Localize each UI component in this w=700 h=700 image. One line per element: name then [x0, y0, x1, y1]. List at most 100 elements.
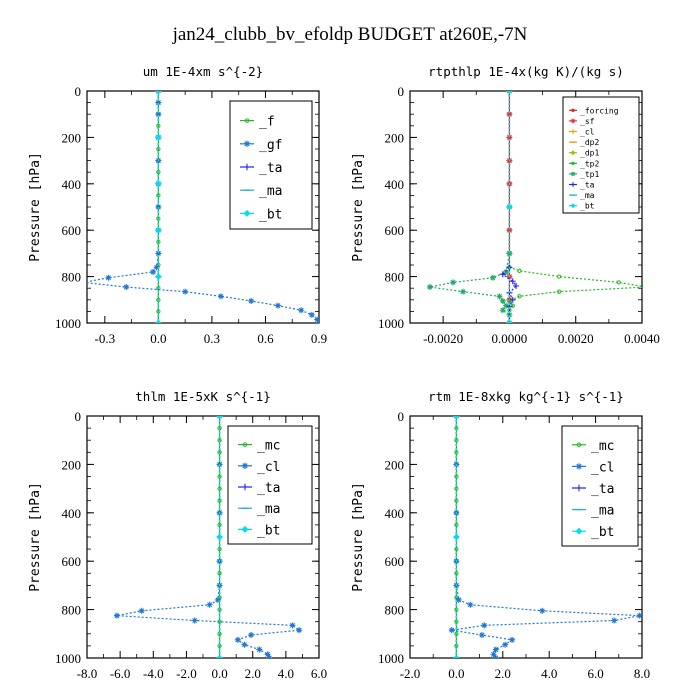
y-tick-label: 600 [385, 223, 405, 238]
data-point [155, 226, 162, 234]
y-tick-label: 400 [385, 177, 405, 192]
data-point [217, 293, 224, 300]
y-tick-label: 600 [62, 554, 82, 569]
data-point [506, 134, 513, 141]
legend-label: _dp2 [580, 138, 599, 147]
x-tick-label: -8.0 [77, 666, 98, 681]
x-tick-label: 0.3 [204, 331, 220, 346]
legend-label: _bt [580, 202, 595, 211]
data-point [509, 278, 516, 285]
x-tick-label: -6.0 [110, 666, 131, 681]
legend-label: _tp1 [580, 170, 599, 179]
data-point [296, 627, 303, 634]
legend-marker [570, 118, 576, 124]
legend-marker [570, 129, 576, 134]
data-point [156, 309, 161, 314]
legend: _forcing _sf _cl_dp2 _dp1_tp2 _tp1 _ta_ma _bt [562, 96, 640, 214]
data-point [274, 302, 281, 309]
legend-marker [241, 525, 249, 533]
data-point [490, 651, 497, 658]
legend-marker [241, 483, 249, 491]
panel-title: thlm 1E-5xK s^{-1} [135, 389, 270, 404]
legend-label: _forcing [580, 106, 619, 115]
data-point [454, 486, 459, 491]
data-point [155, 273, 162, 280]
y-tick-label: 400 [62, 177, 82, 192]
data-point [481, 622, 488, 629]
data-point [454, 474, 459, 479]
legend-label: _ta [257, 481, 280, 496]
legend-marker [570, 182, 576, 187]
data-point [155, 250, 162, 257]
legend-label: _bt [259, 207, 282, 222]
data-point [556, 274, 562, 279]
legend-marker [570, 171, 576, 177]
legend-label: _ma [259, 184, 282, 199]
legend-label: _ma [591, 504, 614, 519]
data-point [217, 486, 222, 491]
legend-label: _ta [591, 482, 614, 497]
series-bt [453, 416, 460, 658]
legend: _mc _cl _ta _ma _bt [561, 425, 639, 547]
data-point [616, 280, 621, 285]
data-point [499, 271, 506, 278]
y-axis-label: Pressure [hPa] [28, 152, 43, 262]
legend-label: _tp2 [580, 159, 599, 168]
legend-marker [241, 462, 249, 469]
data-point [506, 91, 513, 95]
data-point [506, 111, 513, 118]
legend-box [561, 425, 639, 547]
legend-label: _ta [259, 161, 282, 176]
data-point [289, 622, 296, 629]
y-tick-label: 600 [385, 554, 405, 569]
data-point [216, 654, 223, 658]
legend-label: _cl [591, 460, 614, 475]
data-point [182, 288, 189, 295]
data-point [539, 607, 546, 614]
y-tick-label: 0 [398, 84, 405, 99]
legend-marker [243, 209, 251, 217]
series-group [426, 91, 642, 323]
data-point [454, 498, 459, 503]
data-point [123, 284, 130, 291]
data-point [217, 522, 222, 528]
data-point [453, 654, 460, 658]
data-point [454, 522, 459, 528]
chart-panel-rtm: rtm 1E-8xkg kg^{-1} s^{-1} Pressure [hPa]… [351, 389, 650, 681]
data-point [506, 227, 513, 234]
y-tick-label: 800 [385, 603, 405, 618]
legend-label: _bt [257, 523, 280, 538]
y-tick-label: 200 [385, 130, 405, 145]
chart-panels: um 1E-4xm s^{-2} Pressure [hPa] 0 200 400 600… [28, 64, 660, 681]
legend-box [227, 425, 313, 545]
x-tick-label: 2.0 [495, 666, 511, 681]
legend-label: _ma [580, 191, 595, 200]
panel-title: rtm 1E-8xkg kg^{-1} s^{-1} [428, 389, 624, 404]
y-tick-label: 600 [62, 223, 82, 238]
x-tick-label: 2.0 [245, 666, 261, 681]
y-tick-label: 0 [398, 409, 405, 424]
data-point [241, 641, 248, 648]
data-point [156, 193, 161, 198]
data-point [256, 646, 263, 653]
y-axis-label: Pressure [hPa] [351, 152, 366, 262]
legend-marker [571, 108, 575, 113]
data-point [467, 601, 474, 608]
x-tick-label: -2.0 [400, 666, 421, 681]
panel-title: rtpthlp 1E-4x(kg K)/(kg s) [428, 64, 624, 79]
data-point [454, 607, 459, 612]
data-point [156, 297, 161, 302]
data-point [510, 303, 515, 308]
series-bt [216, 416, 223, 658]
legend: _mc _cl _ta _ma _bt [227, 425, 313, 545]
data-point [206, 601, 213, 608]
legend: _f _gf _ta _ma _bt [229, 100, 313, 230]
y-tick-label: 1000 [378, 651, 404, 666]
x-tick-label: 8.0 [634, 666, 650, 681]
data-point [156, 170, 161, 175]
x-tick-label: 4.0 [278, 666, 294, 681]
data-point [155, 134, 162, 141]
x-tick-label: 0.0020 [558, 331, 594, 346]
data-point [216, 416, 223, 420]
